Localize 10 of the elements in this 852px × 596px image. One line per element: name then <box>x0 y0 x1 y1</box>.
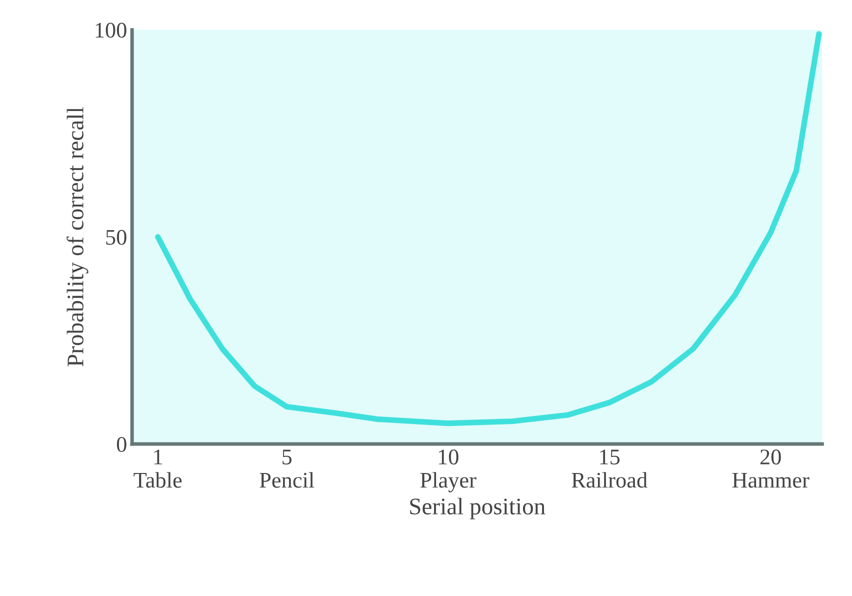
y-tick-label: 50 <box>106 230 126 245</box>
x-tick-label: 5 Pencil <box>260 450 314 488</box>
y-axis-title: Probability of correct recall <box>66 107 88 366</box>
x-tick-label: 10 Player <box>420 450 476 492</box>
x-tick-label: 15 Railroad <box>572 450 648 488</box>
x-axis-title: Serial position <box>410 498 546 520</box>
x-tick-label: 20 Hammer <box>732 450 810 488</box>
y-tick-label: 0 <box>116 436 126 452</box>
y-tick-label: 100 <box>96 22 126 38</box>
x-tick-label: 1 Table <box>134 450 182 488</box>
